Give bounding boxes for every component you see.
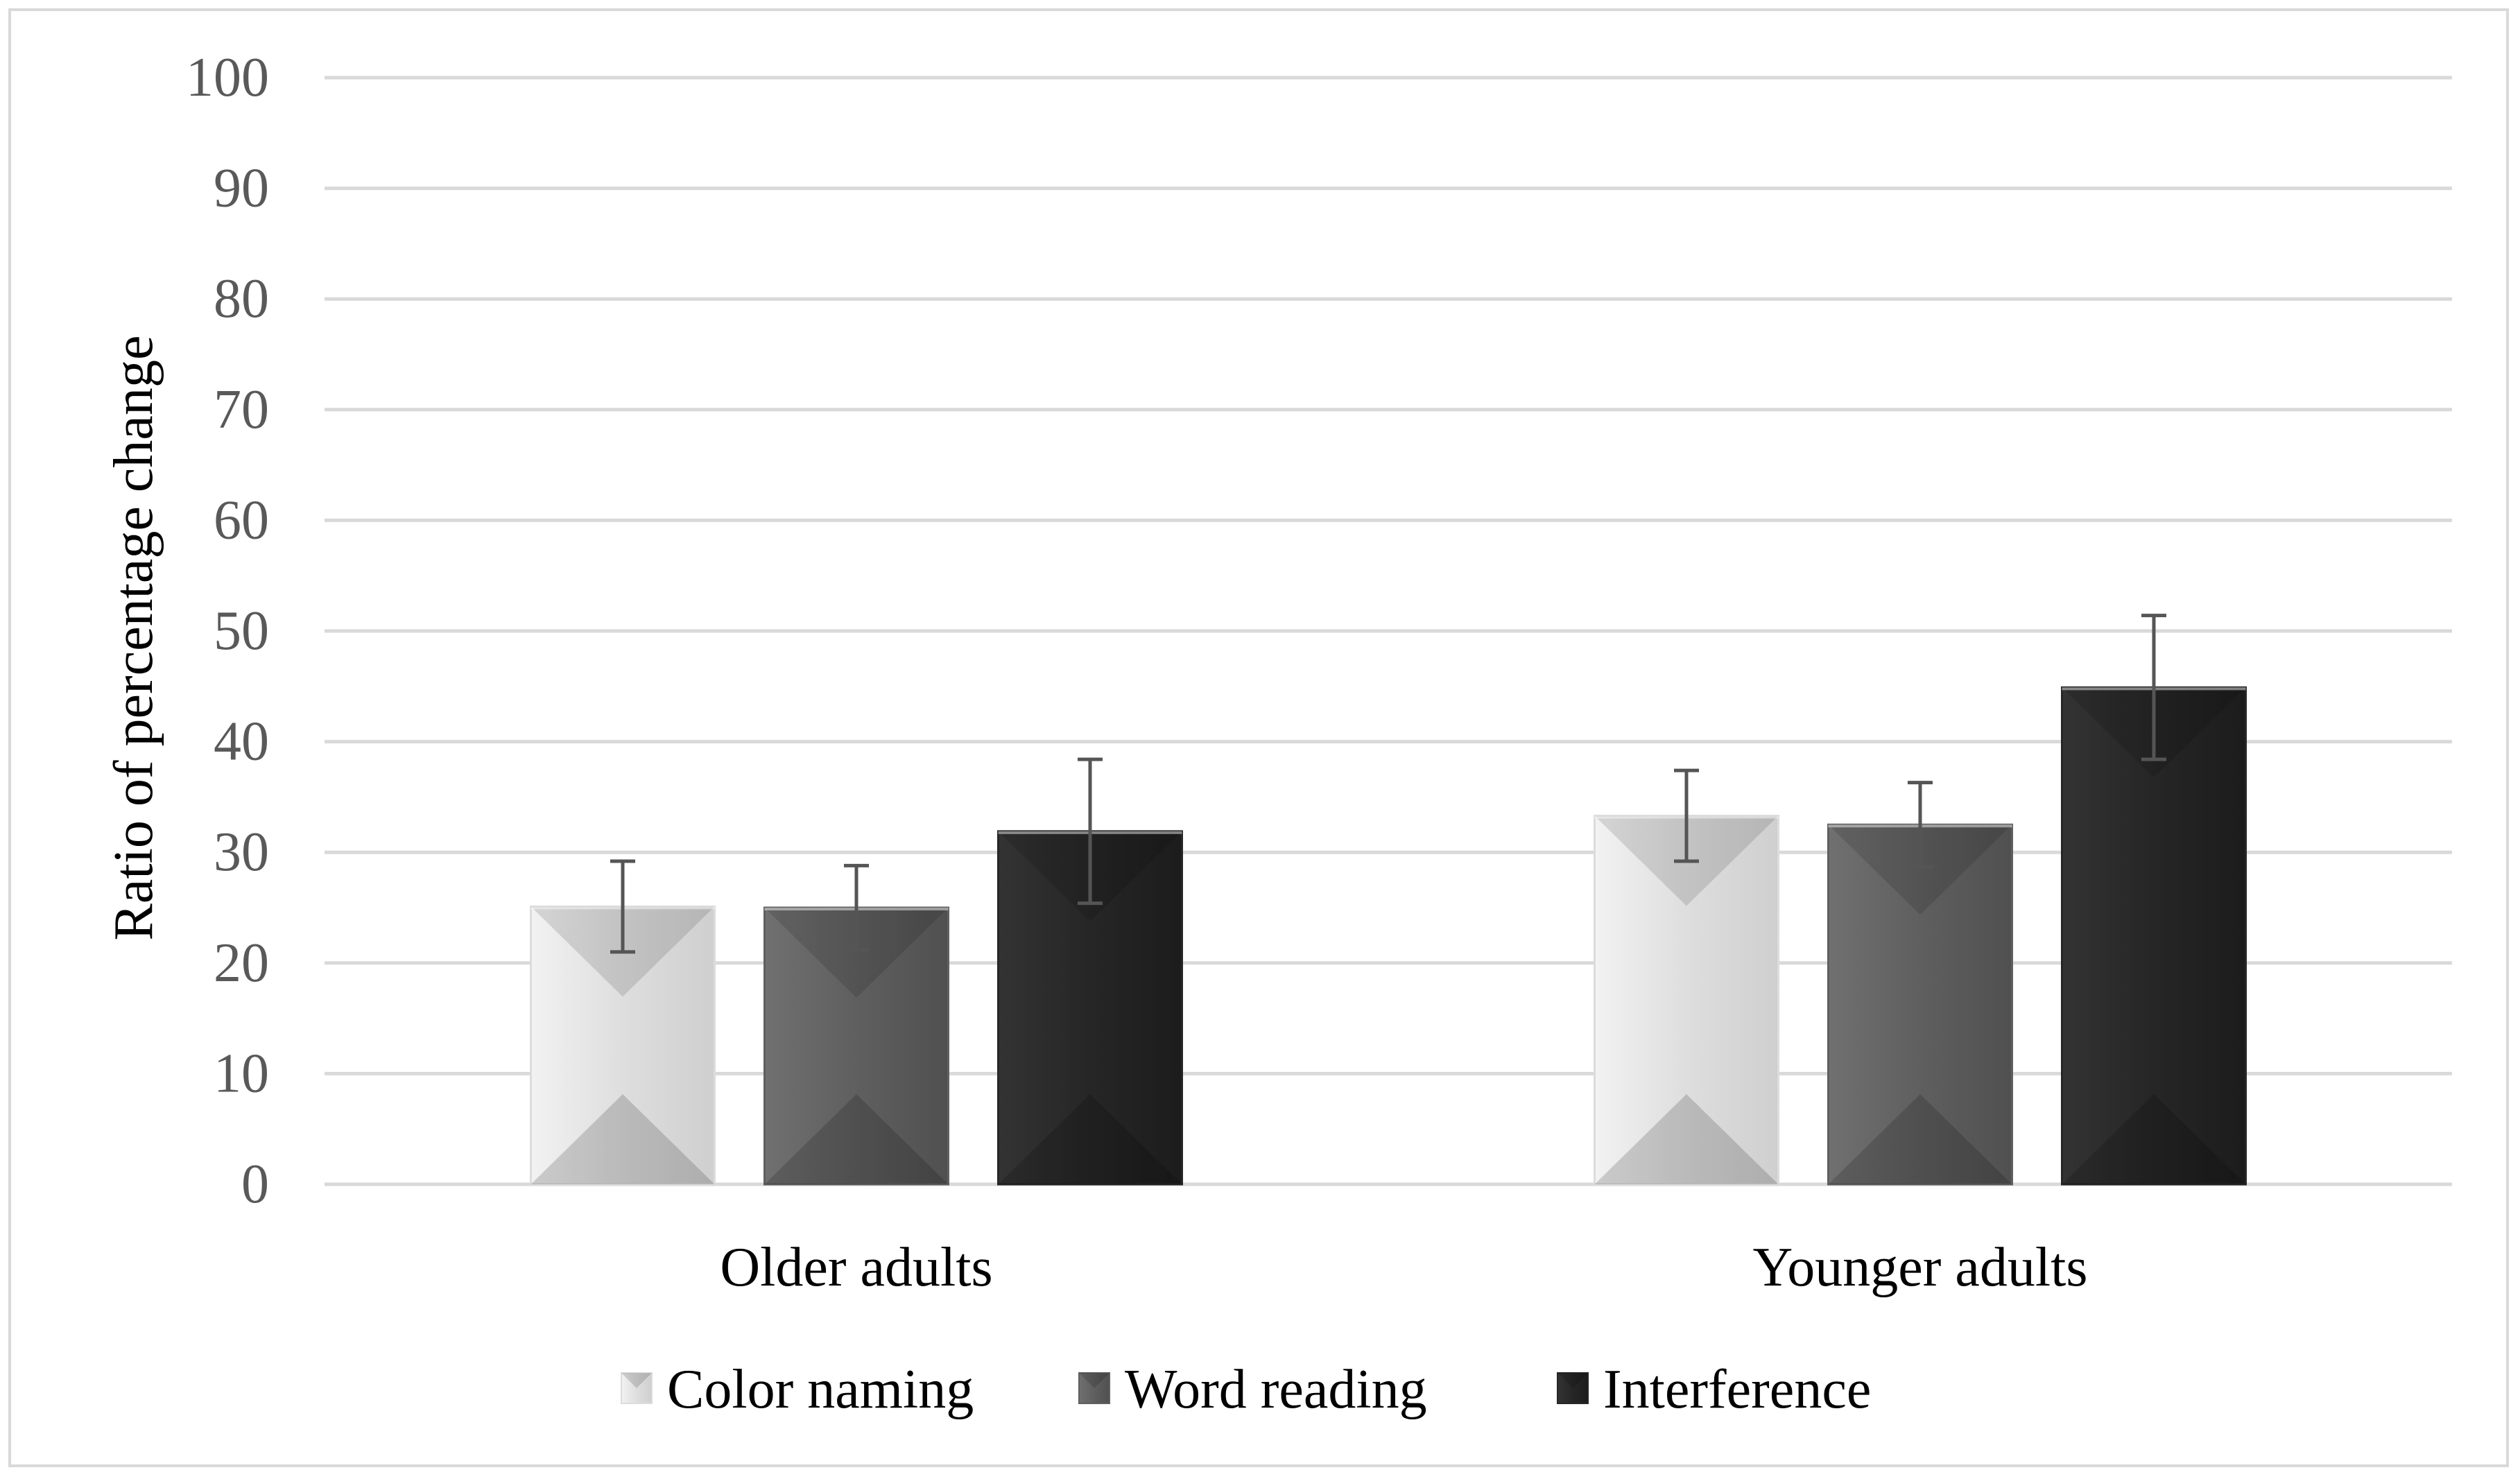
y-tick-label: 70: [214, 379, 269, 440]
y-tick-label: 80: [214, 268, 269, 329]
y-tick-label: 50: [214, 600, 269, 661]
bar: [1594, 815, 1779, 1186]
legend-swatch: [621, 1372, 653, 1404]
error-bar: [610, 859, 635, 954]
y-tick-label: 90: [214, 158, 269, 219]
error-bar: [2141, 614, 2166, 761]
error-bars: [610, 614, 2166, 954]
x-tick-label: Older adults: [720, 1237, 992, 1298]
legend-swatch: [1078, 1372, 1110, 1404]
y-tick-label: 30: [214, 822, 269, 883]
y-tick-label: 60: [214, 490, 269, 551]
bar: [763, 906, 949, 1186]
legend-item: Word reading: [1078, 1359, 1427, 1420]
bar-chart: 0 10 20 30 40 50 60 70 80 90 100 Ratio of percenta…: [103, 47, 2452, 1420]
y-tick-label: 40: [214, 711, 269, 772]
legend-label: Color naming: [667, 1359, 974, 1420]
chart-frame: 0 10 20 30 40 50 60 70 80 90 100 Ratio of percenta…: [8, 8, 2509, 1467]
y-axis-tick-labels: 0 10 20 30 40 50 60 70 80 90 100: [186, 47, 269, 1215]
bars: [530, 686, 2247, 1186]
y-tick-label: 100: [186, 47, 269, 108]
y-axis-label: Ratio of percentage change: [103, 336, 164, 941]
x-axis-tick-labels: Older adults Younger adults: [720, 1237, 2087, 1298]
bar: [1827, 823, 2013, 1186]
legend-swatch: [1557, 1372, 1589, 1404]
legend-item: Color naming: [621, 1359, 974, 1420]
y-tick-label: 10: [214, 1043, 269, 1104]
error-bar: [844, 863, 869, 952]
error-bar: [1674, 768, 1699, 863]
y-tick-label: 0: [241, 1154, 269, 1215]
legend-item: Interference: [1557, 1359, 1871, 1420]
y-tick-label: 20: [214, 933, 269, 994]
bar: [2061, 686, 2247, 1186]
legend: Color naming Word reading Interference: [621, 1359, 1871, 1420]
x-tick-label: Younger adults: [1752, 1237, 2087, 1298]
legend-label: Word reading: [1125, 1359, 1427, 1420]
legend-label: Interference: [1603, 1359, 1871, 1420]
error-bar: [1078, 757, 1103, 906]
error-bar: [1908, 781, 1933, 869]
